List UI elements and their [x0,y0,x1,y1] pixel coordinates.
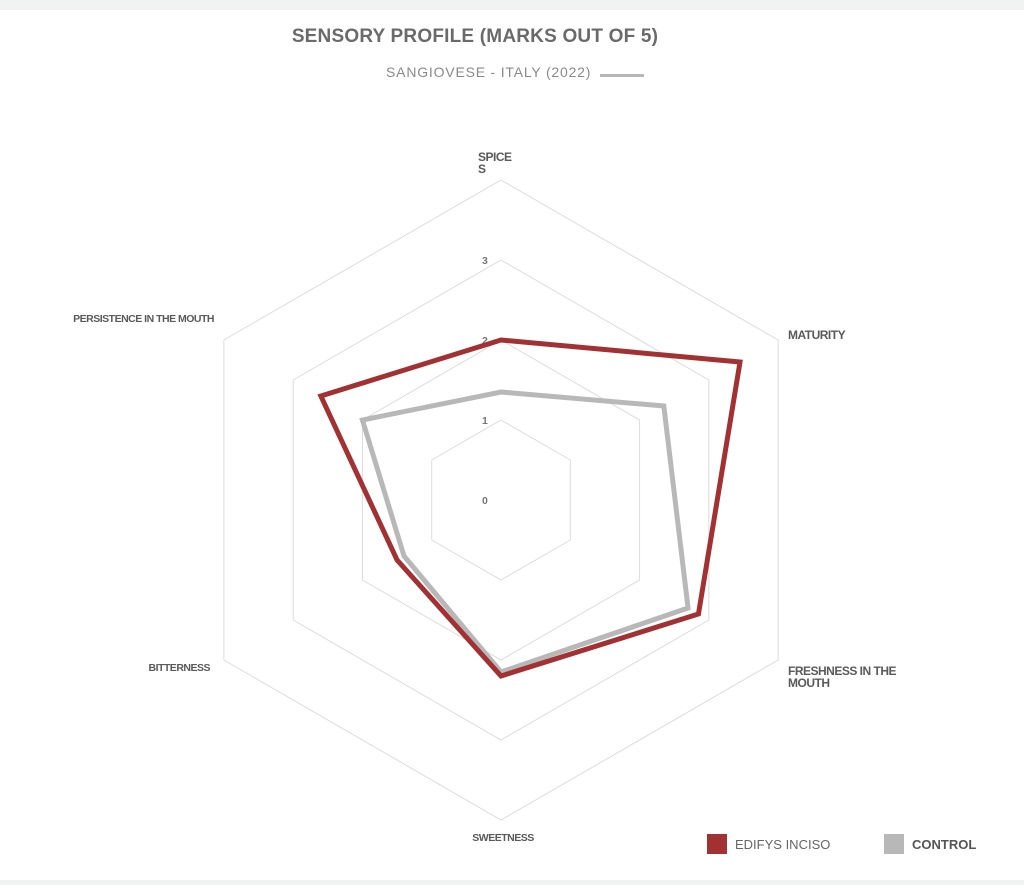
subtitle-series-line [599,73,644,77]
series-line-edifys-inciso [317,337,743,679]
tick-label-0: 0 [482,495,488,507]
tick-label-3: 3 [482,255,488,267]
legend-item-control[interactable]: CONTROL [884,834,976,854]
legend-swatch-edifys-inciso [707,834,727,854]
chart-title: SENSORY PROFILE (MARKS OUT OF 5) [291,26,659,47]
grid-ring-2 [361,339,641,661]
legend-label-edifys-inciso: EDIFYS INCISO [735,836,831,852]
axis-label-freshness-in-the-mouth: FRESHNESS IN THE MOUTH [788,664,897,690]
chart-subtitle: SANGIOVESE - ITALY (2022) [0,64,1024,80]
series-line-control [359,389,691,675]
legend-swatch-control [884,834,904,854]
tick-label-2: 2 [482,335,488,347]
axis-label-persistence-in-the-mouth: PERSISTENCE IN THE MOUTH [73,313,214,325]
axis-label-maturity: MATURITY [788,328,846,342]
legend-item-edifys-inciso[interactable]: EDIFYS INCISO [707,834,830,854]
grid-ring-3 [292,259,710,741]
axis-label-bitterness: BITTERNESS [148,662,210,674]
grid-ring-1 [431,419,571,581]
tick-label-1: 1 [482,415,488,427]
chart-card [0,10,1024,880]
grid-ring-4 [223,179,779,821]
legend-label-control: CONTROL [912,836,977,852]
subtitle-text: SANGIOVESE - ITALY (2022) [386,64,592,80]
axis-label-spice-s: SPICE S [478,150,512,176]
axis-label-sweetness: SWEETNESS [472,832,534,844]
